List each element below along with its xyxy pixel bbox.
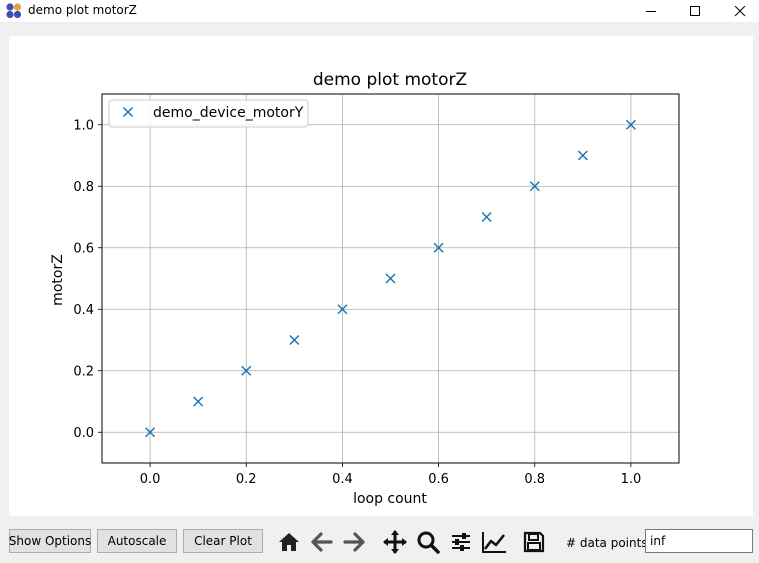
- y-tick-label: 0.0: [73, 426, 94, 441]
- axes-options-button[interactable]: [480, 528, 508, 556]
- axes-lines-icon: [482, 532, 506, 553]
- show-options-button[interactable]: Show Options: [9, 529, 91, 553]
- home-icon: [279, 533, 299, 551]
- forward-arrow-icon: [343, 532, 365, 552]
- forward-button[interactable]: [340, 528, 368, 556]
- home-button[interactable]: [275, 528, 303, 556]
- x-tick-label: 1.0: [621, 472, 642, 487]
- maximize-icon: [690, 6, 700, 16]
- axis-ticks: 0.0 0.2 0.4 0.6 0.8 1.0 0.0 0.2 0.4 0.6 0.8 1.0: [73, 118, 641, 487]
- x-tick-label: 0.4: [332, 472, 353, 487]
- data-point: [625, 119, 636, 130]
- y-tick-label: 1.0: [73, 118, 94, 133]
- legend-box: [108, 99, 309, 128]
- x-axis-label: loop count: [353, 491, 427, 507]
- clear-plot-button[interactable]: Clear Plot: [183, 529, 263, 553]
- x-tick-label: 0.8: [524, 472, 545, 487]
- data-point: [193, 396, 204, 407]
- axes-frame: [101, 93, 680, 464]
- zoom-button[interactable]: [414, 528, 442, 556]
- save-button[interactable]: [520, 528, 548, 556]
- data-point: [577, 150, 588, 161]
- data-points-label: # data points:: [566, 536, 652, 550]
- zoom-icon: [417, 531, 440, 554]
- data-point: [385, 273, 396, 284]
- back-arrow-icon: [311, 532, 333, 552]
- y-tick-label: 0.2: [73, 364, 94, 379]
- minimize-icon: [646, 11, 656, 12]
- window-titlebar: demo plot motorZ: [0, 0, 759, 22]
- y-tick-label: 0.8: [73, 180, 94, 195]
- data-point: [529, 181, 540, 192]
- plot-canvas[interactable]: demo plot motorZ 0.0 0.2 0.4 0.6 0.8 1.0 0.0 0.…: [9, 36, 753, 516]
- bottom-toolbar: Show Options Autoscale Clear Plot: [0, 525, 759, 561]
- data-point: [289, 334, 300, 346]
- autoscale-button[interactable]: Autoscale: [97, 529, 177, 553]
- data-point: [241, 365, 252, 376]
- close-icon: [734, 5, 746, 17]
- save-icon: [523, 531, 545, 553]
- data-point: [145, 427, 156, 438]
- legend: demo_device_motorY: [108, 99, 309, 128]
- maximize-button[interactable]: [672, 0, 718, 22]
- scatter-chart: demo plot motorZ 0.0 0.2 0.4 0.6 0.8 1.00.00.…: [50, 70, 680, 507]
- pan-icon: [383, 530, 407, 554]
- y-tick-label: 0.4: [73, 303, 94, 318]
- data-point: [481, 211, 492, 223]
- data-point: [433, 242, 444, 253]
- data-points: [145, 119, 636, 438]
- close-button[interactable]: [717, 0, 759, 22]
- y-axis-label: motorZ: [50, 254, 66, 306]
- grid-lines: [102, 94, 679, 463]
- data-point: [337, 304, 348, 315]
- minimize-button[interactable]: [628, 0, 674, 22]
- data-points-input[interactable]: [645, 529, 753, 553]
- x-tick-label: 0.6: [428, 472, 449, 487]
- x-tick-label: 0.2: [236, 472, 257, 487]
- back-button[interactable]: [308, 528, 336, 556]
- chart-title: demo plot motorZ: [313, 70, 467, 90]
- y-tick-label: 0.6: [73, 241, 94, 256]
- pan-button[interactable]: [381, 528, 409, 556]
- x-tick-label: 0.0: [140, 472, 161, 487]
- subplots-icon: [452, 533, 470, 551]
- app-logo-icon: [6, 3, 22, 19]
- legend-x-marker: [122, 106, 134, 118]
- subplots-button[interactable]: [447, 528, 475, 556]
- legend-label: demo_device_motorY: [153, 105, 304, 121]
- legend-marker: [122, 106, 134, 118]
- window-title: demo plot motorZ: [28, 3, 137, 17]
